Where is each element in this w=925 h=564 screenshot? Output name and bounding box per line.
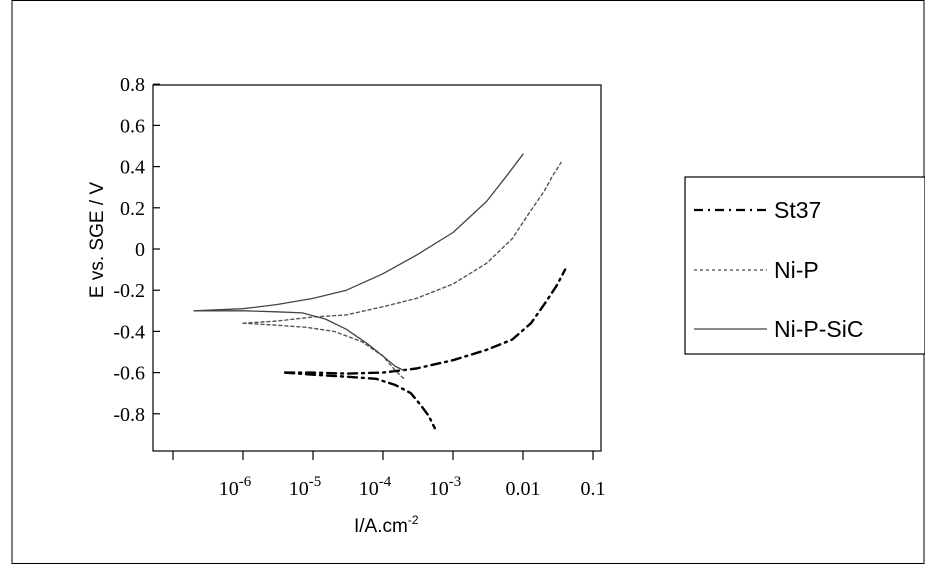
- plot-area: [152, 84, 602, 452]
- y-tick-label: 0: [135, 239, 145, 261]
- series-ni-p-sic-anodic-line: [193, 153, 524, 312]
- y-tick-label: 0.8: [120, 74, 145, 96]
- series-st37-cathodic-line: [283, 371, 436, 430]
- y-tick-label: 0.4: [120, 157, 145, 179]
- legend-label-st37: St37: [774, 197, 821, 223]
- y-tick-label: -0.4: [113, 321, 145, 343]
- series-ni-p-sic-cathodic-line: [193, 310, 405, 372]
- series-ni-p-cathodic-line: [242, 322, 405, 380]
- x-axis: 10-6 10-5 10-4 10-3 0.01 0.1: [172, 451, 606, 500]
- x-tick-label: 10-6: [219, 474, 252, 500]
- y-tick-label: -0.2: [113, 280, 145, 302]
- y-tick-label: 0.2: [120, 198, 145, 220]
- x-axis-title-main: I/A.cm: [354, 516, 408, 537]
- x-tick-label: 0.01: [506, 478, 541, 500]
- y-tick-label: -0.8: [113, 404, 145, 426]
- y-axis: 0.8 0.6 0.4 0.2 0 -0.2 -0.4 -0.6 -0.8: [113, 74, 160, 426]
- y-axis-title: E vs. SGE / V: [87, 182, 108, 298]
- x-tick-label: 0.1: [581, 478, 606, 500]
- y-tick-label: 0.6: [120, 115, 145, 137]
- x-tick-label: 10-5: [289, 474, 322, 500]
- x-axis-title-exponent: -2: [408, 513, 419, 527]
- legend: St37 Ni-P Ni-P-SiC: [684, 176, 925, 355]
- series-st37-anodic-line: [283, 268, 567, 375]
- legend-label-ni-p: Ni-P: [774, 257, 819, 283]
- x-tick-label: 10-4: [359, 474, 392, 500]
- legend-label-ni-p-sic: Ni-P-SiC: [774, 316, 863, 342]
- series-layer: [193, 153, 567, 430]
- y-tick-label: -0.6: [113, 363, 145, 385]
- x-tick-label: 10-3: [429, 474, 462, 500]
- x-axis-title: I/A.cm-2: [354, 513, 419, 537]
- legend-box: [684, 176, 925, 355]
